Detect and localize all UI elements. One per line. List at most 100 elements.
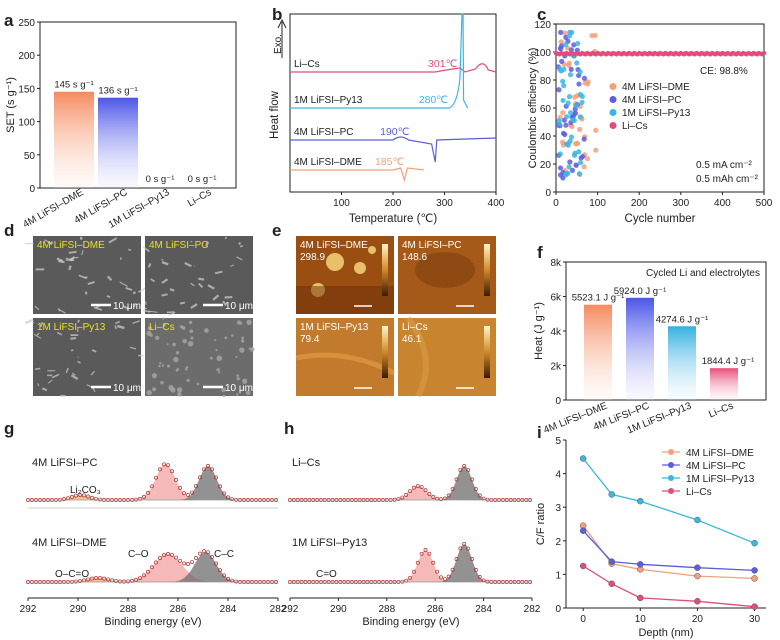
xps-data-point bbox=[166, 463, 170, 468]
x-tick-label: 400 bbox=[714, 198, 731, 209]
dsc-curve-0 bbox=[290, 63, 497, 73]
xps-data-point bbox=[178, 485, 182, 490]
xps-component bbox=[290, 466, 532, 500]
scatter-point bbox=[572, 94, 578, 100]
sem-texture bbox=[37, 383, 40, 387]
sem-texture bbox=[179, 301, 186, 305]
x-tick-label: 292 bbox=[20, 604, 37, 615]
xps-data-point bbox=[146, 569, 150, 574]
scatter-point bbox=[589, 33, 595, 39]
sem-texture bbox=[236, 393, 239, 396]
y-tick-label: 4 bbox=[555, 470, 561, 481]
sem-texture bbox=[34, 305, 40, 311]
sem-texture bbox=[65, 257, 74, 261]
x-tick-label: 300 bbox=[436, 198, 453, 209]
xps-data-point bbox=[450, 487, 455, 492]
sem-texture bbox=[222, 300, 228, 307]
xps-data-point bbox=[466, 468, 471, 472]
sem-texture bbox=[196, 382, 200, 386]
xps-data-point bbox=[90, 576, 94, 581]
sem-texture bbox=[70, 374, 79, 381]
xps-data-point bbox=[146, 490, 150, 495]
xps-data-point bbox=[170, 469, 174, 474]
sem-texture bbox=[246, 319, 252, 326]
sem-texture bbox=[175, 369, 179, 372]
scatter-point bbox=[563, 41, 569, 48]
sem-texture bbox=[204, 328, 209, 333]
series-point-0 bbox=[694, 572, 701, 580]
x-tick-label: 20 bbox=[692, 614, 704, 625]
sem-texture bbox=[169, 288, 175, 292]
sem-texture bbox=[248, 347, 251, 350]
x-axis-label: Depth (nm) bbox=[638, 627, 693, 639]
xps-data-point bbox=[142, 573, 146, 578]
y-tick-label: 200 bbox=[18, 51, 35, 62]
sem-texture bbox=[70, 337, 77, 340]
sem-texture bbox=[185, 366, 189, 369]
exo-arrow bbox=[277, 18, 287, 58]
y-axis-label: Heat (J g⁻¹) bbox=[533, 302, 545, 360]
data-label: 4274.6 J g⁻¹ bbox=[656, 314, 709, 325]
sem-texture bbox=[125, 286, 133, 292]
xps-data-point bbox=[190, 490, 194, 495]
xps-data-point bbox=[186, 492, 190, 497]
x-tick-label: 286 bbox=[170, 604, 187, 615]
x-tick-label: 290 bbox=[330, 604, 347, 615]
annotation: 0.5 mAh cm⁻² bbox=[696, 174, 759, 185]
scatter-point bbox=[577, 159, 584, 166]
xps-data-point bbox=[470, 557, 474, 562]
y-tick-label: 3 bbox=[555, 503, 561, 514]
x-tick-label: 284 bbox=[220, 604, 237, 615]
sem-texture bbox=[79, 236, 83, 240]
xps-data-point bbox=[94, 496, 98, 501]
y-tick-label: 0 bbox=[555, 604, 561, 615]
scatter-point bbox=[584, 156, 591, 162]
xps-data-point bbox=[174, 555, 178, 560]
scatter-point bbox=[564, 141, 570, 147]
panel-letter-f: f bbox=[537, 243, 543, 262]
sem-texture bbox=[56, 257, 64, 263]
sem-texture bbox=[216, 355, 223, 362]
legend-label: Li–Cs bbox=[686, 487, 712, 498]
scatter-point bbox=[558, 39, 564, 45]
xps-component bbox=[290, 486, 532, 500]
xps-data-point bbox=[222, 491, 226, 496]
sem-label: 4M LiFSI–PC bbox=[149, 240, 208, 251]
x-tick-label: 288 bbox=[378, 604, 395, 615]
sem-texture bbox=[184, 368, 188, 371]
scale-label: 10 μm bbox=[113, 383, 141, 394]
afm-value: 46.1 bbox=[402, 334, 422, 345]
y-tick-label: 2 bbox=[555, 537, 561, 548]
series-label: 1M LiFSI–Py13 bbox=[294, 95, 363, 106]
scatter-point bbox=[561, 83, 567, 89]
scatter-point bbox=[568, 110, 574, 116]
data-label: 136 s g⁻¹ bbox=[98, 86, 137, 97]
afm-value: 148.6 bbox=[402, 252, 427, 263]
sem-texture bbox=[173, 356, 179, 363]
y-tick-label: 2k bbox=[550, 362, 562, 373]
xps-data-point bbox=[198, 475, 202, 480]
sem-texture bbox=[182, 338, 188, 344]
legend-marker-0 bbox=[668, 449, 674, 455]
scatter-point bbox=[573, 162, 579, 168]
sem-texture bbox=[158, 365, 161, 368]
peak-label: 190℃ bbox=[380, 126, 410, 138]
scatter-point bbox=[570, 117, 576, 123]
legend-label: 1M LiFSI–Py13 bbox=[686, 474, 755, 485]
legend-marker-1 bbox=[668, 462, 674, 468]
sem-texture bbox=[224, 336, 228, 340]
x-axis-label: Binding energy (eV) bbox=[104, 616, 201, 628]
sem-texture bbox=[190, 303, 198, 309]
series-point-3 bbox=[637, 594, 644, 602]
y-tick-label: 100 bbox=[534, 48, 551, 59]
sem-texture bbox=[205, 241, 210, 247]
sem-texture bbox=[198, 282, 204, 289]
xps-data-point bbox=[446, 574, 451, 579]
y-tick-label: 0 bbox=[29, 184, 35, 195]
sem-texture bbox=[144, 307, 148, 310]
xps-data-point bbox=[214, 475, 218, 480]
sem-texture bbox=[51, 373, 60, 379]
xps-data-point bbox=[485, 579, 490, 584]
y-tick-label: 20 bbox=[540, 160, 552, 171]
afm-label: 4M LiFSI–PC bbox=[402, 240, 461, 251]
